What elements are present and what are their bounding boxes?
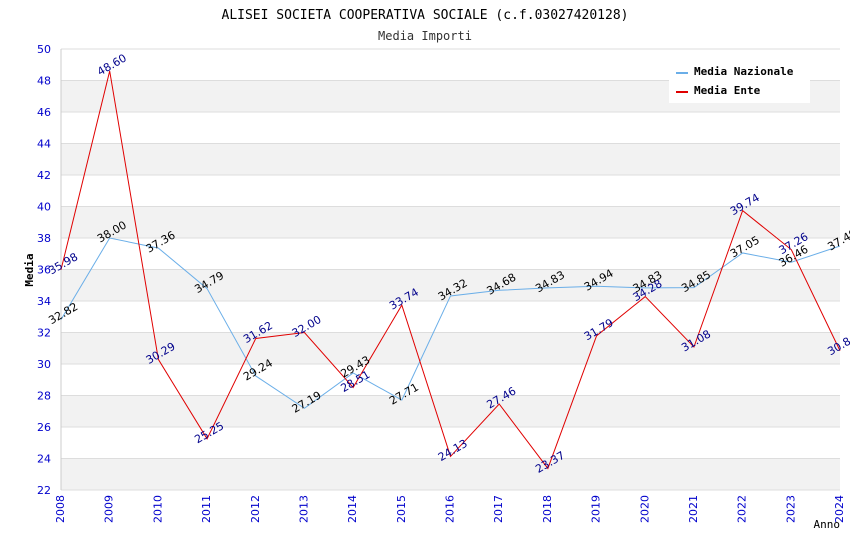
y-tick-label: 44 bbox=[37, 138, 51, 151]
x-tick-label: 2021 bbox=[687, 495, 700, 523]
x-tick-label: 2016 bbox=[444, 495, 457, 523]
y-tick-label: 40 bbox=[37, 201, 51, 214]
y-tick-label: 36 bbox=[37, 264, 51, 277]
legend: Media Nazionale Media Ente bbox=[669, 59, 810, 103]
grid-bands bbox=[60, 48, 840, 491]
y-tick-label: 34 bbox=[37, 295, 51, 308]
x-tick-label: 2009 bbox=[103, 495, 116, 523]
x-tick-label: 2018 bbox=[541, 495, 554, 523]
y-tick-label: 38 bbox=[37, 232, 51, 245]
y-axis-ticks: 22 24 26 28 30 32 34 36 38 40 42 44 46 48 50 bbox=[37, 43, 51, 497]
x-tick-label: 2014 bbox=[346, 495, 359, 523]
data-label-media-ente: 48.60 bbox=[95, 52, 129, 79]
grid-band bbox=[61, 458, 840, 490]
x-tick-label: 2015 bbox=[395, 495, 408, 523]
x-tick-label: 2013 bbox=[297, 495, 310, 523]
y-tick-label: 50 bbox=[37, 43, 51, 56]
x-axis-ticks: 2008 2009 2010 2011 2012 2013 2014 2015 2016 2017… bbox=[54, 495, 846, 523]
x-tick-label: 2022 bbox=[736, 495, 749, 523]
y-tick-label: 26 bbox=[37, 421, 51, 434]
legend-label-media-ente: Media Ente bbox=[694, 84, 761, 97]
x-tick-label: 2011 bbox=[200, 495, 213, 523]
y-tick-label: 48 bbox=[37, 75, 51, 88]
grid-band bbox=[61, 206, 840, 238]
legend-box bbox=[669, 59, 810, 103]
y-tick-label: 32 bbox=[37, 327, 51, 340]
x-tick-label: 2010 bbox=[151, 495, 164, 523]
series-line-media-nazionale bbox=[60, 237, 841, 409]
y-tick-label: 22 bbox=[37, 484, 51, 497]
x-tick-label: 2024 bbox=[833, 495, 846, 523]
x-tick-label: 2020 bbox=[638, 495, 651, 523]
x-tick-label: 2008 bbox=[54, 495, 67, 523]
grid-band bbox=[61, 332, 840, 364]
series-lines bbox=[60, 70, 841, 470]
x-tick-label: 2012 bbox=[249, 495, 262, 523]
chart-subtitle: Media Importi bbox=[378, 29, 472, 43]
x-tick-label: 2017 bbox=[492, 495, 505, 523]
y-tick-label: 30 bbox=[37, 358, 51, 371]
x-tick-label: 2023 bbox=[784, 495, 797, 523]
series-line-media-ente bbox=[60, 70, 841, 470]
data-label-media-nazionale: 32.82 bbox=[46, 300, 80, 327]
chart-title: ALISEI SOCIETA COOPERATIVA SOCIALE (c.f.… bbox=[222, 8, 629, 23]
x-axis-label: Anno bbox=[814, 518, 841, 531]
y-tick-label: 28 bbox=[37, 390, 51, 403]
grid-band bbox=[61, 395, 840, 427]
grid-band bbox=[61, 143, 840, 175]
legend-label-media-nazionale: Media Nazionale bbox=[694, 65, 794, 78]
y-tick-label: 46 bbox=[37, 106, 51, 119]
y-tick-label: 24 bbox=[37, 453, 51, 466]
y-tick-label: 42 bbox=[37, 169, 51, 182]
y-axis-label: Media bbox=[23, 253, 36, 286]
x-tick-label: 2019 bbox=[590, 495, 603, 523]
